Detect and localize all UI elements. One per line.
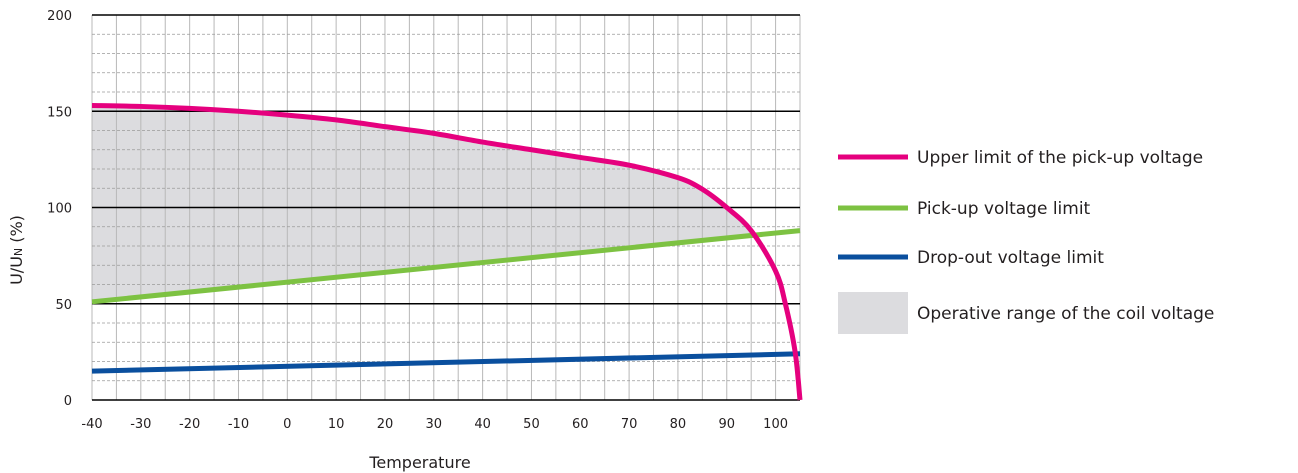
x-tick-label: 30 — [426, 417, 443, 432]
x-tick-label: 40 — [474, 417, 491, 432]
x-axis-label: Temperature — [368, 453, 470, 472]
x-tick-label: -30 — [130, 417, 151, 432]
x-tick-label: 60 — [572, 417, 589, 432]
operative-range-area — [92, 105, 754, 302]
x-tick-label: 20 — [377, 417, 394, 432]
y-axis-label-subscript: N — [12, 248, 25, 256]
series-layer — [91, 102, 803, 401]
series-line-drop-out-voltage-limit — [91, 351, 801, 374]
legend-label-upper-limit-of-the-pick-up-voltage: Upper limit of the pick-up voltage — [917, 148, 1203, 168]
y-tick-label: 200 — [47, 9, 72, 24]
x-tick-label: -10 — [228, 417, 249, 432]
legend-swatch-operative-range-of-the-coil-voltage — [838, 292, 908, 334]
x-tick-label: -20 — [179, 417, 200, 432]
legend: Upper limit of the pick-up voltage Pick-u… — [838, 148, 1214, 334]
x-tick-label: 50 — [523, 417, 540, 432]
series-line-upper-limit-of-the-pick-up-voltage — [91, 102, 803, 401]
x-tick-label: 100 — [763, 417, 788, 432]
y-tick-label: 150 — [47, 105, 72, 120]
x-tick-label: -40 — [81, 417, 102, 432]
legend-label-operative-range-of-the-coil-voltage: Operative range of the coil voltage — [917, 304, 1214, 324]
y-axis-label-main: U/U — [7, 256, 26, 285]
legend-label-pick-up-voltage-limit: Pick-up voltage limit — [917, 199, 1091, 219]
x-tick-label: 10 — [328, 417, 345, 432]
x-tick-label: 0 — [283, 417, 291, 432]
tick-layer: -40 -30 -20 -10 0 10 20 30 40 50 60 70 80 90 100 0 50 100… — [47, 9, 788, 432]
series-line-pick-up-voltage-limit — [91, 228, 801, 305]
y-axis-label: U/UN (%) — [7, 215, 26, 285]
x-tick-label: 70 — [621, 417, 638, 432]
area-layer — [92, 105, 754, 302]
y-tick-label: 100 — [47, 202, 72, 217]
y-tick-label: 50 — [55, 298, 72, 313]
legend-label-drop-out-voltage-limit: Drop-out voltage limit — [917, 248, 1104, 268]
x-tick-label: 80 — [670, 417, 687, 432]
y-tick-label: 0 — [64, 394, 72, 409]
y-axis-label-suffix: (%) — [7, 215, 26, 248]
grid-layer — [91, 14, 801, 401]
x-tick-label: 90 — [718, 417, 735, 432]
